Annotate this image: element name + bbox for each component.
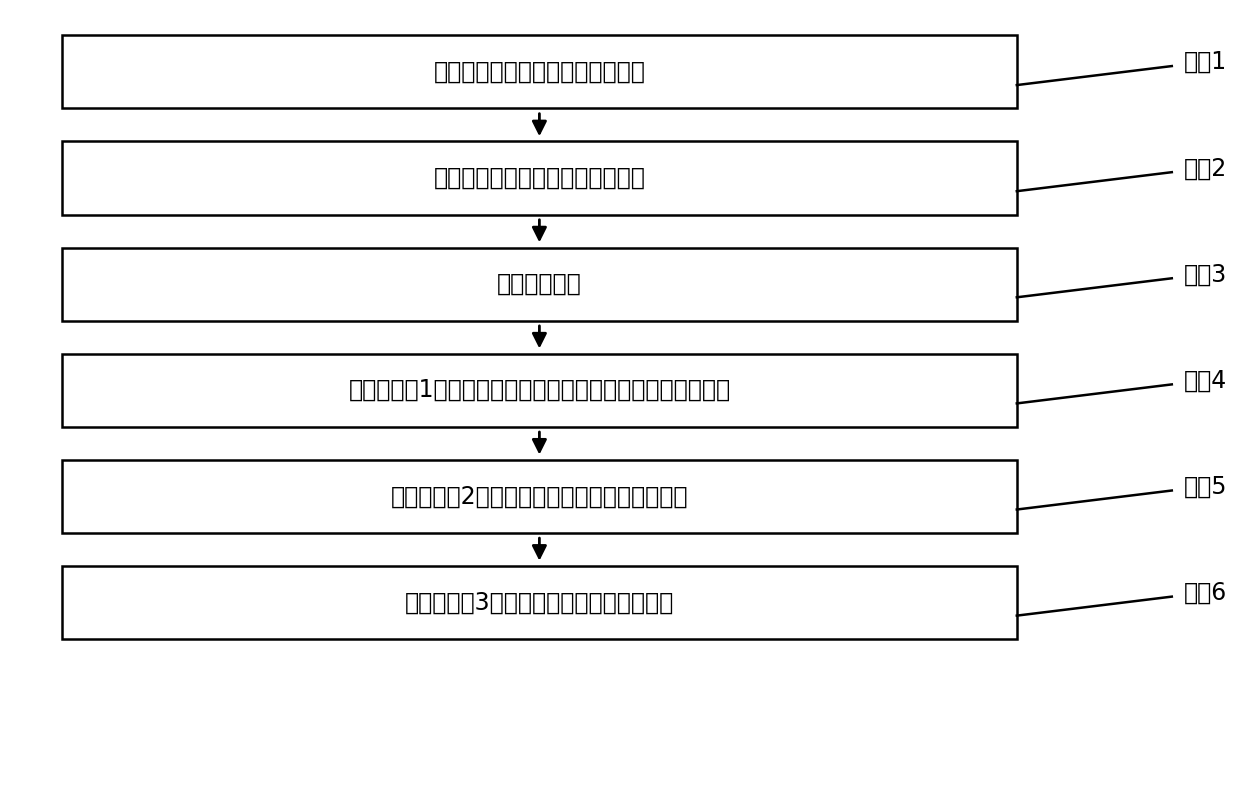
Text: 步骤4: 步骤4 <box>1184 369 1228 392</box>
Text: 分时获取每个加热通道的实际功率: 分时获取每个加热通道的实际功率 <box>434 60 645 84</box>
Text: 步骤3: 步骤3 <box>1184 263 1228 286</box>
Bar <box>62 354 1017 427</box>
Text: 步骤2: 步骤2 <box>1184 156 1228 180</box>
Text: 通过公式（3），确定自适应调节功率输出: 通过公式（3），确定自适应调节功率输出 <box>404 590 675 615</box>
Bar <box>62 35 1017 108</box>
Text: 步骤6: 步骤6 <box>1184 581 1228 604</box>
Bar <box>62 460 1017 533</box>
Bar <box>62 566 1017 639</box>
Text: 通过公式（1），确定加热功率和供电电压变化调压功率输出: 通过公式（1），确定加热功率和供电电压变化调压功率输出 <box>348 378 730 402</box>
Text: 获取每个加热通道的动态供电电压: 获取每个加热通道的动态供电电压 <box>434 166 645 190</box>
Text: 获取环境温度: 获取环境温度 <box>497 272 582 296</box>
Text: 步骤5: 步骤5 <box>1184 475 1228 498</box>
Bar <box>62 141 1017 215</box>
Bar <box>62 248 1017 321</box>
Text: 通过公式（2），确定环境温度变化调节功率量: 通过公式（2），确定环境温度变化调节功率量 <box>391 484 688 509</box>
Text: 步骤1: 步骤1 <box>1184 50 1228 74</box>
